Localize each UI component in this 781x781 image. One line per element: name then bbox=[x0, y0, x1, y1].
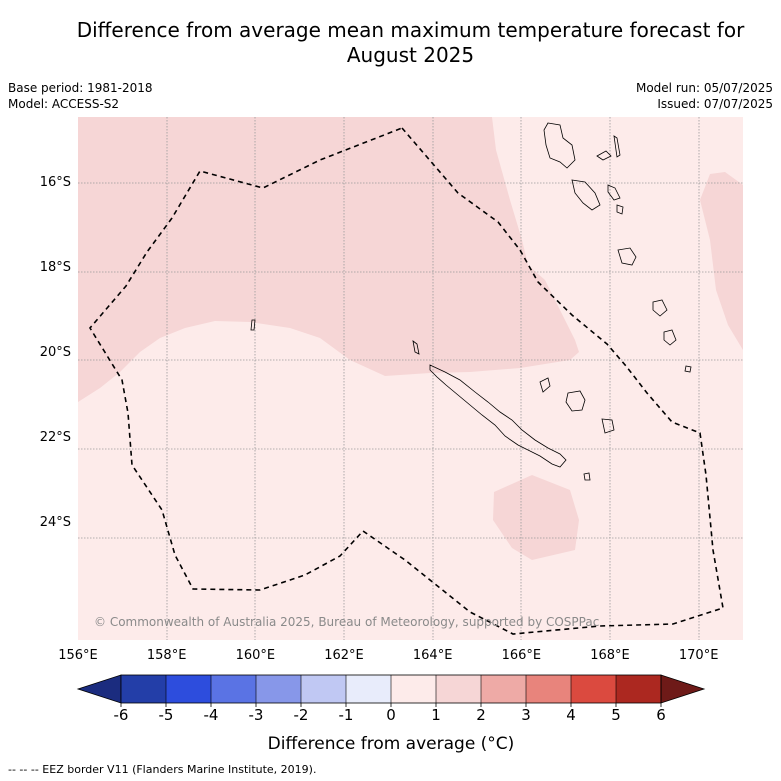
lon-tick-label: 166°E bbox=[502, 648, 542, 663]
anomaly-field-1-2-west bbox=[78, 117, 579, 402]
chart-title-line-2: August 2025 bbox=[346, 43, 475, 67]
colorbar-swatch bbox=[166, 675, 211, 703]
lat-tick-label: 22°S bbox=[40, 430, 71, 445]
graticule bbox=[78, 117, 743, 640]
colorbar-swatch bbox=[121, 675, 166, 703]
colorbar-tick-label: 1 bbox=[431, 706, 441, 724]
vanuatu-efate bbox=[617, 247, 637, 266]
colorbar-swatch bbox=[391, 675, 436, 703]
colorbar-tick-label: -6 bbox=[114, 706, 129, 724]
loyalty-island-ouvea bbox=[539, 377, 551, 393]
base-period-label: Base period: 1981-2018 bbox=[8, 81, 153, 95]
lon-tick-label: 160°E bbox=[236, 648, 276, 663]
vanuatu-malakula bbox=[571, 179, 601, 211]
anomaly-field-1-2-south bbox=[493, 475, 579, 560]
colorbar-tick-label: -4 bbox=[204, 706, 219, 724]
colorbar-tick-label: 2 bbox=[476, 706, 486, 724]
lat-tick-label: 20°S bbox=[40, 345, 71, 360]
model-label: Model: ACCESS-S2 bbox=[8, 97, 120, 111]
anomaly-field-1-2-east bbox=[700, 172, 743, 350]
new-caledonia-island bbox=[429, 364, 567, 468]
coastlines bbox=[250, 122, 692, 481]
vanuatu-erromango bbox=[652, 299, 668, 317]
colorbar-tick-label: -2 bbox=[294, 706, 309, 724]
lon-tick-label: 170°E bbox=[679, 648, 719, 663]
latitude-axis: 16°S 18°S 20°S 22°S 24°S bbox=[40, 175, 71, 530]
loyalty-island-lifou bbox=[565, 390, 586, 412]
colorbar-tick-label: -5 bbox=[159, 706, 174, 724]
colorbar-swatch bbox=[301, 675, 346, 703]
colorbar-tick-label: 6 bbox=[656, 706, 666, 724]
lon-tick-label: 164°E bbox=[413, 648, 453, 663]
vanuatu-maewo bbox=[613, 135, 621, 158]
colorbar-tick-label: 0 bbox=[386, 706, 396, 724]
loyalty-island-mare bbox=[601, 418, 615, 434]
colorbar-swatch bbox=[481, 675, 526, 703]
lon-tick-label: 156°E bbox=[58, 648, 98, 663]
belep-islands bbox=[412, 340, 420, 355]
model-run-label: Model run: 05/07/2025 bbox=[635, 81, 773, 95]
chart-title-line-1: Difference from average mean maximum tem… bbox=[76, 18, 745, 42]
meta-left: Base period: 1981-2018 Model: ACCESS-S2 bbox=[8, 80, 153, 112]
colorbar-swatch bbox=[526, 675, 571, 703]
colorbar-title: Difference from average (°C) bbox=[268, 734, 515, 754]
issued-label: Issued: 07/07/2025 bbox=[657, 97, 773, 111]
chart-title: Difference from average mean maximum tem… bbox=[0, 18, 781, 68]
vanuatu-espiritu-santo bbox=[543, 122, 576, 169]
longitude-axis: 156°E 158°E 160°E 162°E 164°E 166°E 168°E 170°E bbox=[58, 648, 718, 663]
islet-west bbox=[250, 319, 256, 331]
lon-tick-label: 162°E bbox=[324, 648, 364, 663]
isle-of-pines bbox=[583, 472, 591, 481]
meta-right: Model run: 05/07/2025 Issued: 07/07/2025 bbox=[636, 80, 773, 112]
colorbar-under-arrow bbox=[76, 674, 122, 704]
eez-footnote: -- -- -- EEZ border V11 (Flanders Marine… bbox=[8, 763, 317, 776]
colorbar-swatch bbox=[211, 675, 256, 703]
colorbar-tick-label: -3 bbox=[249, 706, 264, 724]
colorbar-over-arrow bbox=[660, 674, 706, 704]
colorbar-tick-label: -1 bbox=[339, 706, 354, 724]
vanuatu-ambrym bbox=[616, 204, 624, 215]
colorbar-swatch bbox=[571, 675, 616, 703]
vanuatu-ambae bbox=[596, 150, 612, 161]
lat-tick-label: 18°S bbox=[40, 260, 71, 275]
colorbar-swatch bbox=[346, 675, 391, 703]
vanuatu-tanna bbox=[663, 329, 677, 346]
lon-tick-label: 158°E bbox=[147, 648, 187, 663]
colorbar-tick-label: 4 bbox=[566, 706, 576, 724]
colorbar: -6 -5 -4 -3 -2 -1 0 1 2 3 4 5 6 bbox=[76, 674, 706, 724]
lat-tick-label: 24°S bbox=[40, 515, 71, 530]
vanuatu-aneityum bbox=[684, 365, 692, 373]
vanuatu-pentecost bbox=[607, 184, 621, 201]
colorbar-tick-label: 3 bbox=[521, 706, 531, 724]
map-panel: © Commonwealth of Australia 2025, Bureau… bbox=[78, 117, 743, 640]
copyright-notice: © Commonwealth of Australia 2025, Bureau… bbox=[94, 615, 599, 629]
lat-tick-label: 16°S bbox=[40, 175, 71, 190]
colorbar-swatch bbox=[256, 675, 301, 703]
colorbar-swatch bbox=[616, 675, 661, 703]
colorbar-tick-label: 5 bbox=[611, 706, 621, 724]
colorbar-swatch bbox=[436, 675, 481, 703]
lon-tick-label: 168°E bbox=[590, 648, 630, 663]
